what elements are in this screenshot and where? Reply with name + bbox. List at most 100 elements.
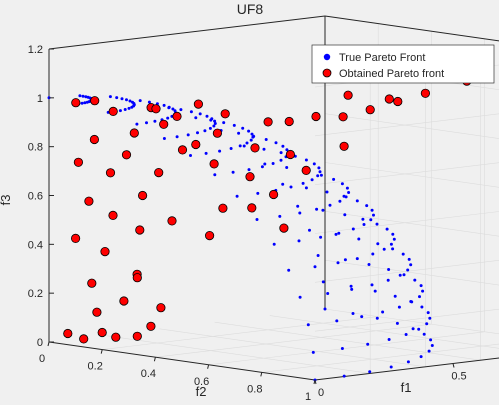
legend-label-obtained-front: Obtained Pareto front xyxy=(339,68,444,80)
legend-label-true-front: True Pareto Front xyxy=(339,52,425,64)
true-front-point xyxy=(351,312,355,315)
floor-gridline xyxy=(102,316,379,350)
obtained-front-point xyxy=(146,321,156,331)
floor-gridline xyxy=(261,343,499,373)
floor-gridline xyxy=(159,328,426,368)
z-tick-label: 0.6 xyxy=(28,191,43,203)
true-front-point xyxy=(343,258,347,262)
obtained-front-point xyxy=(108,210,118,220)
true-front-point xyxy=(340,182,344,186)
true-front-point xyxy=(336,261,340,265)
obtained-front-point xyxy=(92,307,102,317)
obtained-front-point xyxy=(247,203,257,213)
z-tick-label: 0.4 xyxy=(28,239,43,251)
true-front-point xyxy=(278,214,282,218)
x-axis-label: f1 xyxy=(401,380,412,395)
true-front-point xyxy=(387,268,391,271)
x-tick-label: 0.5 xyxy=(451,371,466,383)
true-front-point xyxy=(373,289,377,293)
true-front-point xyxy=(419,284,423,288)
true-front-point xyxy=(166,116,170,120)
obtained-front-point xyxy=(167,216,177,226)
true-front-point xyxy=(128,99,132,103)
z-axis-label: f3 xyxy=(0,195,13,206)
true-front-point xyxy=(237,131,241,135)
obtained-front-point xyxy=(111,332,121,342)
obtained-front-point xyxy=(151,104,161,114)
true-front-point xyxy=(138,99,142,103)
true-front-point xyxy=(418,295,421,299)
y-tick-label: 0 xyxy=(39,353,45,365)
z-tick-label: 0.2 xyxy=(28,288,43,300)
true-front-point xyxy=(287,268,291,272)
obtained-front-point xyxy=(339,141,349,151)
true-front-point xyxy=(407,257,411,261)
true-front-point xyxy=(371,252,375,256)
true-front-point xyxy=(250,132,254,136)
true-front-point xyxy=(430,344,434,347)
box-edge xyxy=(48,15,326,50)
true-front-point xyxy=(262,147,266,151)
true-front-point xyxy=(296,204,300,208)
true-front-point xyxy=(242,144,246,148)
true-front-point xyxy=(349,284,353,288)
true-front-point xyxy=(386,278,390,282)
z-tick-label: 0.8 xyxy=(28,142,43,154)
obtained-front-point xyxy=(100,247,110,257)
true-front-point xyxy=(198,112,202,116)
obtained-front-point xyxy=(105,168,116,178)
true-front-point xyxy=(402,273,406,277)
chart-title: UF8 xyxy=(237,1,264,17)
obtained-front-point xyxy=(384,94,394,104)
true-front-point xyxy=(306,323,310,327)
true-front-point xyxy=(372,213,375,217)
obtained-front-point xyxy=(218,203,228,213)
true-front-point xyxy=(426,311,430,315)
true-front-point xyxy=(281,144,285,148)
true-front-point xyxy=(247,168,251,172)
true-front-point xyxy=(420,305,424,309)
true-front-point xyxy=(80,101,84,105)
true-front-point xyxy=(355,199,359,203)
true-front-point xyxy=(419,355,423,359)
true-front-point xyxy=(401,252,405,256)
true-front-point xyxy=(326,292,330,295)
true-front-point xyxy=(204,151,208,155)
true-front-point xyxy=(404,333,408,336)
true-front-point xyxy=(340,347,344,350)
true-front-point xyxy=(271,162,275,165)
true-front-point xyxy=(115,96,119,100)
obtained-front-point xyxy=(250,143,260,153)
back-wall-gridline xyxy=(314,162,499,185)
true-front-point xyxy=(413,278,417,282)
true-front-point xyxy=(81,94,85,98)
true-front-point xyxy=(319,235,323,239)
true-front-point xyxy=(229,147,233,150)
true-front-point xyxy=(368,370,372,374)
y-axis-label: f2 xyxy=(196,384,207,399)
floor-gridline xyxy=(269,315,499,349)
true-front-point xyxy=(279,151,283,155)
obtained-front-point xyxy=(263,117,273,127)
true-front-point xyxy=(208,126,212,130)
x-tick-mark xyxy=(314,379,317,385)
true-front-point xyxy=(335,319,339,323)
back-wall-gridline xyxy=(324,211,499,237)
back-wall-gridline xyxy=(324,259,499,286)
true-front-point xyxy=(297,239,301,243)
true-front-point xyxy=(256,191,260,195)
true-front-point xyxy=(118,109,122,113)
floor-gridline xyxy=(155,323,432,358)
true-front-point xyxy=(127,106,131,110)
obtained-front-point xyxy=(420,88,430,98)
true-front-point xyxy=(175,135,179,139)
true-front-point xyxy=(186,133,190,137)
back-wall-gridline xyxy=(314,113,499,137)
true-front-point xyxy=(245,141,249,145)
true-front-point xyxy=(315,207,319,211)
true-front-point xyxy=(167,106,171,110)
true-front-point xyxy=(213,119,217,123)
true-front-point xyxy=(304,186,308,190)
true-front-point xyxy=(323,307,327,311)
